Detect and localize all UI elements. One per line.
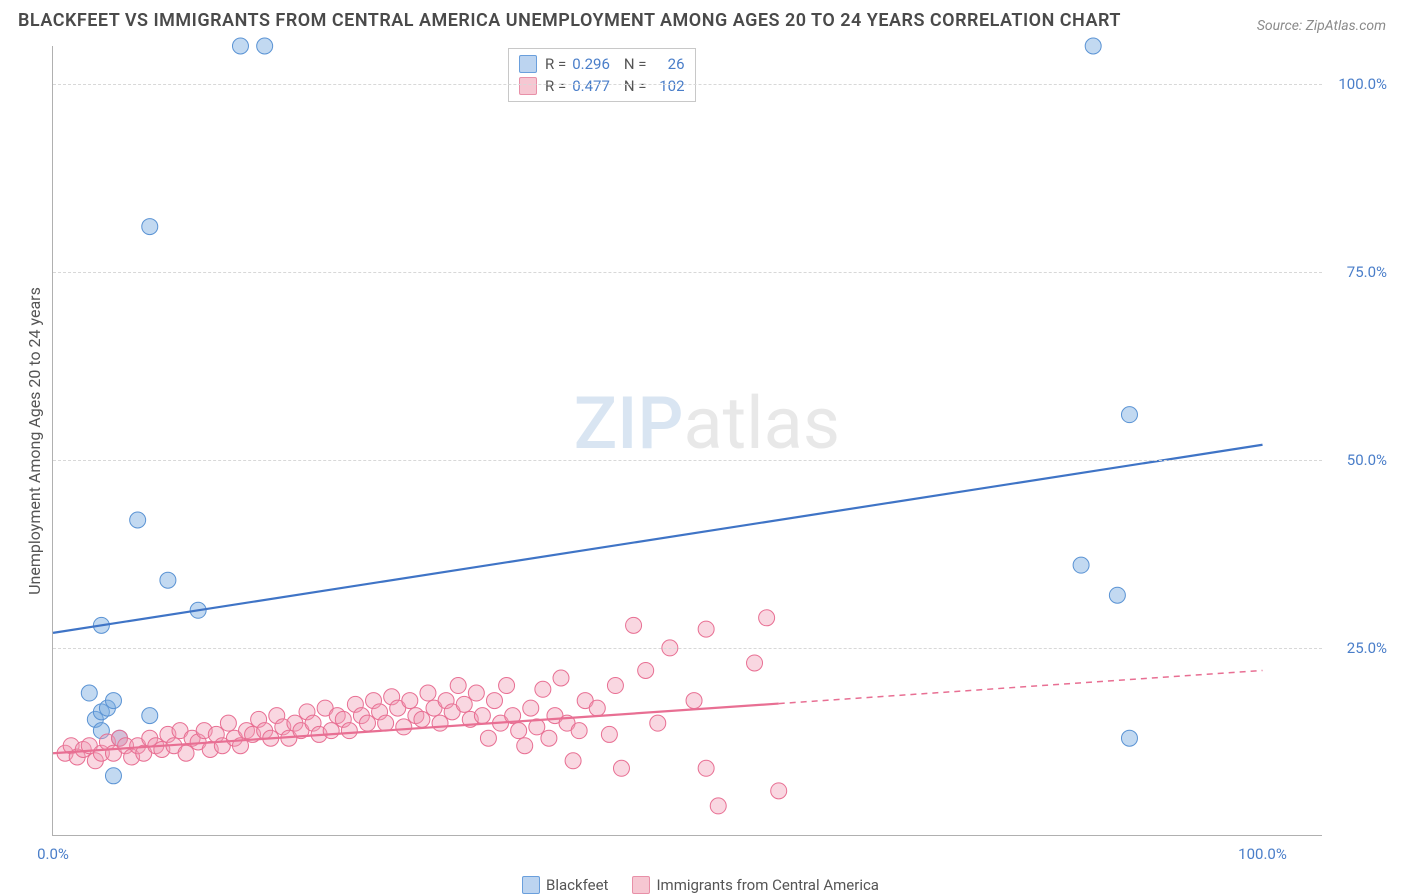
data-point [638, 662, 654, 678]
data-point [414, 711, 430, 727]
legend-n-value: 102 [653, 75, 685, 97]
data-point [698, 621, 714, 637]
legend-series-label: Blackfeet [546, 876, 608, 894]
y-tick-label: 75.0% [1327, 263, 1387, 281]
y-tick-label: 50.0% [1327, 451, 1387, 469]
plot-svg [53, 46, 1322, 835]
legend-series-label: Immigrants from Central America [656, 876, 879, 894]
data-point [378, 715, 394, 731]
legend-stats-row: R = 0.296 N = 26 [519, 53, 685, 75]
data-point [81, 685, 97, 701]
data-point [323, 723, 339, 739]
data-point [511, 723, 527, 739]
data-point [105, 693, 121, 709]
data-point [474, 708, 490, 724]
data-point [523, 700, 539, 716]
data-point [565, 753, 581, 769]
data-point [535, 681, 551, 697]
data-point [486, 693, 502, 709]
data-point [1121, 407, 1137, 423]
data-point [541, 730, 557, 746]
data-point [257, 38, 273, 54]
data-point [589, 700, 605, 716]
legend-swatch [632, 876, 650, 894]
legend-n-value: 26 [653, 53, 685, 75]
legend-swatch [519, 55, 537, 73]
data-point [613, 760, 629, 776]
legend-n-label: N = [624, 53, 647, 75]
data-point [601, 726, 617, 742]
data-point [142, 708, 158, 724]
x-tick-label: 0.0% [37, 845, 69, 863]
data-point [341, 723, 357, 739]
legend-series-item: Blackfeet [522, 876, 608, 894]
data-point [480, 730, 496, 746]
data-point [402, 693, 418, 709]
data-point [747, 655, 763, 671]
legend-series: Blackfeet Immigrants from Central America [522, 876, 879, 894]
data-point [105, 768, 121, 784]
y-tick-label: 100.0% [1327, 75, 1387, 93]
data-point [220, 715, 236, 731]
legend-swatch [519, 77, 537, 95]
y-tick-label: 25.0% [1327, 639, 1387, 657]
data-point [517, 738, 533, 754]
legend-r-label: R = [545, 75, 566, 97]
data-point [160, 572, 176, 588]
data-point [130, 512, 146, 528]
legend-stats: R = 0.296 N = 26 R = 0.477 N = 102 [508, 48, 696, 102]
data-point [1109, 587, 1125, 603]
gridline [53, 272, 1322, 273]
data-point [1121, 730, 1137, 746]
data-point [232, 38, 248, 54]
legend-series-item: Immigrants from Central America [632, 876, 879, 894]
data-point [142, 219, 158, 235]
data-point [710, 798, 726, 814]
data-point [571, 723, 587, 739]
gridline [53, 460, 1322, 461]
data-point [396, 719, 412, 735]
gridline [53, 84, 1322, 85]
data-point [420, 685, 436, 701]
data-point [553, 670, 569, 686]
legend-swatch [522, 876, 540, 894]
data-point [359, 715, 375, 731]
data-point [607, 678, 623, 694]
x-tick-label: 100.0% [1238, 845, 1287, 863]
trendline [53, 445, 1263, 633]
data-point [468, 685, 484, 701]
legend-n-label: N = [624, 75, 647, 97]
legend-r-label: R = [545, 53, 566, 75]
data-point [450, 678, 466, 694]
data-point [1085, 38, 1101, 54]
chart-title: BLACKFEET VS IMMIGRANTS FROM CENTRAL AME… [18, 10, 1121, 31]
data-point [1073, 557, 1089, 573]
data-point [771, 783, 787, 799]
trendline-extrapolated [779, 670, 1263, 703]
data-point [698, 760, 714, 776]
legend-stats-row: R = 0.477 N = 102 [519, 75, 685, 97]
gridline [53, 648, 1322, 649]
data-point [432, 715, 448, 731]
legend-r-value: 0.296 [572, 53, 610, 75]
data-point [650, 715, 666, 731]
data-point [499, 678, 515, 694]
data-point [759, 610, 775, 626]
source-label: Source: ZipAtlas.com [1257, 18, 1386, 34]
data-point [178, 745, 194, 761]
y-axis-title: Unemployment Among Ages 20 to 24 years [25, 287, 44, 595]
data-point [626, 617, 642, 633]
plot-area: ZIPatlas Unemployment Among Ages 20 to 2… [52, 46, 1322, 836]
data-point [456, 696, 472, 712]
legend-r-value: 0.477 [572, 75, 610, 97]
data-point [686, 693, 702, 709]
correlation-chart: BLACKFEET VS IMMIGRANTS FROM CENTRAL AME… [0, 0, 1406, 892]
